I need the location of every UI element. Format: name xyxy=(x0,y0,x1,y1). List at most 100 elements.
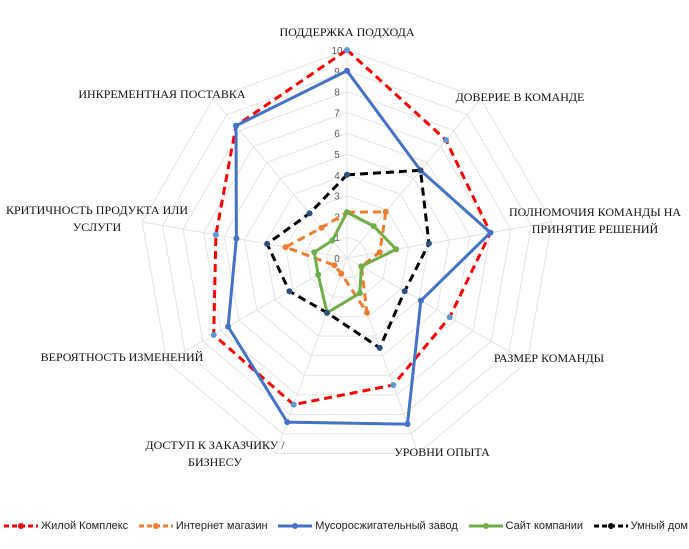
category-label-line: ВЕРОЯТНОСТЬ ИЗМЕНЕНИЙ xyxy=(41,350,204,364)
data-point xyxy=(370,223,377,230)
data-point xyxy=(311,249,318,256)
category-label: ПОДДЕРЖКА ПОДХОДА xyxy=(279,25,414,39)
data-point xyxy=(233,122,240,129)
category-label: ВЕРОЯТНОСТЬ ИЗМЕНЕНИЙ xyxy=(41,350,204,364)
legend-item: Сайт компании xyxy=(468,520,583,532)
grid-spoke xyxy=(346,257,528,363)
data-point xyxy=(286,288,293,295)
category-label: КРИТИЧНОСТЬ ПРОДУКТА ИЛИ УСЛУГИ xyxy=(6,203,188,234)
data-point xyxy=(401,288,408,295)
data-point xyxy=(233,235,240,242)
category-label-line: ПРИНЯТИЕ РЕШЕНИЙ xyxy=(532,222,659,236)
data-point xyxy=(344,171,350,178)
grid-spoke xyxy=(212,98,348,259)
data-point xyxy=(393,246,400,253)
category-label: ИНКРЕМЕНТНАЯ ПОСТАВКА xyxy=(78,87,246,101)
category-label-line: ДОСТУП К ЗАКАЗЧИКУ / xyxy=(145,438,285,452)
data-point xyxy=(446,314,453,321)
legend-marker xyxy=(138,523,173,529)
category-label: УРОВНИ ОПЫТА xyxy=(394,445,490,459)
category-label: ДОВЕРИЕ В КОМАНДЕ xyxy=(456,90,585,104)
legend-marker xyxy=(468,523,503,529)
category-label-line: УРОВНИ ОПЫТА xyxy=(394,445,490,459)
chart-legend: Жилой Комплекс Интернет магазин Мусоросжиг… xyxy=(4,520,688,532)
data-point xyxy=(284,419,291,426)
legend-label: Интернет магазин xyxy=(175,520,268,532)
legend-item: Умный дом xyxy=(593,520,688,532)
legend-dot xyxy=(292,523,299,529)
data-point xyxy=(382,208,389,215)
data-point xyxy=(264,240,271,247)
grid-spoke xyxy=(346,98,482,259)
data-point xyxy=(282,244,289,251)
series-line xyxy=(226,68,493,426)
axis-tick-label: 1 xyxy=(334,233,340,244)
legend-dot xyxy=(482,523,489,529)
legend-label: Умный дом xyxy=(630,520,688,532)
grid-ring xyxy=(162,70,532,435)
data-point xyxy=(212,231,219,238)
category-label: ПОЛНОМОЧИЯ КОМАНДЫ НА ПРИНЯТИЕ РЕШЕНИЙ xyxy=(509,205,681,236)
grid-ring xyxy=(182,91,512,415)
legend-label: Сайт компании xyxy=(505,520,583,532)
legend-label: Жилой Комплекс xyxy=(41,520,129,532)
series-line xyxy=(212,48,493,407)
category-label-line: КРИТИЧНОСТЬ ПРОДУКТА ИЛИ xyxy=(6,203,188,217)
data-point xyxy=(376,344,383,351)
series-line xyxy=(265,168,431,351)
axis-tick-label: 9 xyxy=(334,67,340,78)
data-point xyxy=(318,224,325,231)
data-point xyxy=(358,263,365,270)
legend-dot xyxy=(152,523,159,529)
category-label-line: ПОДДЕРЖКА ПОДХОДА xyxy=(279,25,414,39)
grid-ring xyxy=(325,236,369,279)
legend-item: Интернет магазин xyxy=(138,520,268,532)
data-point xyxy=(324,309,331,316)
axis-tick-label: 6 xyxy=(334,129,340,140)
legend-label: Мусоросжигательный завод xyxy=(315,520,458,532)
data-point xyxy=(331,262,338,269)
series-line xyxy=(312,210,399,316)
data-point xyxy=(344,67,350,74)
category-label: РАЗМЕР КОМАНДЫ xyxy=(494,351,605,365)
data-point xyxy=(417,297,424,304)
category-label-line: ДОВЕРИЕ В КОМАНДЕ xyxy=(456,90,585,104)
grid-ring xyxy=(203,111,491,396)
category-label-line: РАЗМЕР КОМАНДЫ xyxy=(494,351,605,365)
axis-tick-label: 4 xyxy=(334,171,340,182)
category-label: ДОСТУП К ЗАКАЗЧИКУ / БИЗНЕСУ xyxy=(145,438,285,469)
data-point xyxy=(376,249,383,256)
data-point xyxy=(344,47,350,53)
data-point xyxy=(306,210,313,217)
data-point xyxy=(210,331,217,338)
grid-ring xyxy=(285,195,409,318)
category-label-line: ПОЛНОМОЧИЯ КОМАНДЫ НА xyxy=(509,205,681,219)
grid-ring xyxy=(141,49,553,454)
axis-tick-label: 0 xyxy=(334,254,340,265)
axis-tick-label: 7 xyxy=(334,108,340,119)
data-point xyxy=(487,229,494,236)
data-point xyxy=(344,209,350,216)
grid-ring xyxy=(244,153,450,357)
legend-marker xyxy=(278,523,313,529)
legend-dot xyxy=(607,523,614,529)
axis-tick-label: 8 xyxy=(334,88,340,99)
legend-marker xyxy=(593,523,628,529)
data-point xyxy=(338,270,345,277)
axis-tick-label: 3 xyxy=(334,192,340,203)
legend-item: Жилой Комплекс xyxy=(4,520,128,532)
data-point xyxy=(329,237,336,244)
data-point xyxy=(417,167,424,174)
data-point xyxy=(363,309,370,316)
grid-ring xyxy=(223,132,471,376)
category-label-line: БИЗНЕСУ xyxy=(188,455,242,469)
data-point xyxy=(425,240,432,247)
data-point xyxy=(290,401,297,408)
data-point xyxy=(404,421,411,428)
legend-dot xyxy=(18,523,24,529)
series-line xyxy=(281,210,388,314)
axis-tick-label: 5 xyxy=(334,150,340,161)
legend-item: Мусоросжигательный завод xyxy=(278,520,458,532)
legend-marker xyxy=(4,523,38,529)
